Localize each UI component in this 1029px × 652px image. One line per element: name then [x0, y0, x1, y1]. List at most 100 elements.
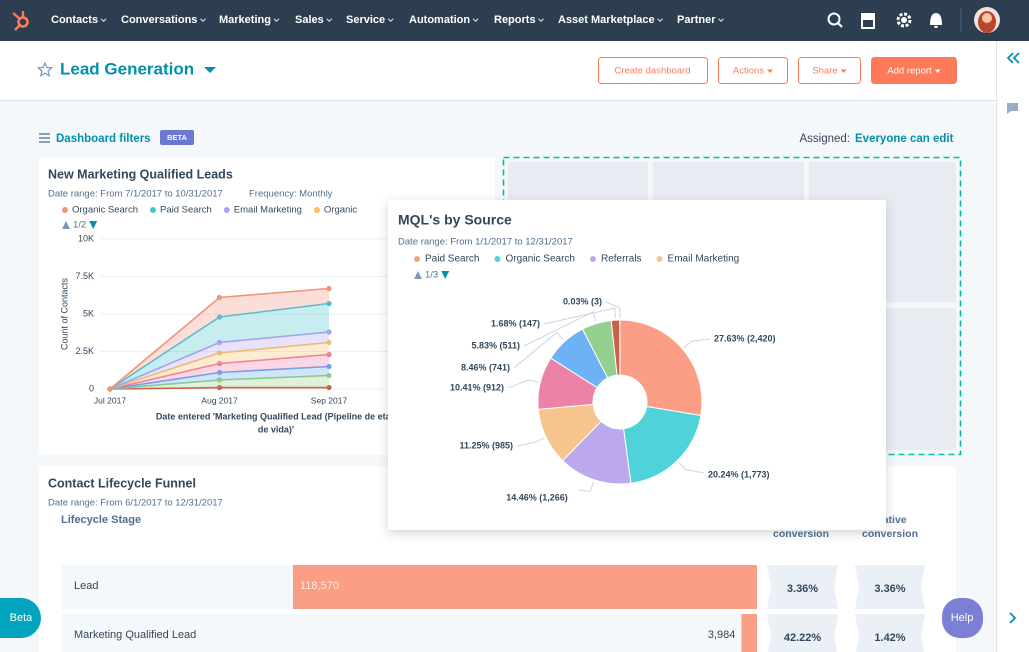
data-label: 10.41% (912) [450, 382, 504, 392]
assigned-value[interactable]: Everyone can edit [855, 133, 954, 145]
x-tick-label: Jul 2017 [94, 395, 126, 405]
legend-label: Organic Search [72, 205, 138, 216]
leader-line [577, 481, 594, 492]
title-caret[interactable] [204, 67, 216, 73]
avatar[interactable] [974, 7, 1000, 33]
help-label[interactable]: Help [951, 612, 974, 624]
header-button[interactable] [598, 57, 708, 84]
x-axis-label: Date entered 'Marketing Qualified Lead (… [156, 411, 397, 421]
area-fill [110, 366, 329, 389]
funnel-bar [741, 614, 757, 652]
chat-icon[interactable] [1007, 103, 1018, 114]
search-glass [827, 12, 841, 26]
logo-spoke [12, 12, 21, 20]
data-label: 11.25% (985) [459, 440, 513, 450]
y-tick-label: 0 [89, 383, 94, 393]
marketplace-roof [861, 13, 875, 18]
legend-dot [494, 256, 501, 262]
conversion-cell [767, 614, 838, 652]
data-point [326, 372, 332, 379]
logo[interactable] [12, 11, 29, 31]
header-button-label[interactable]: Create dashboard [614, 66, 690, 77]
legend-dot [62, 207, 68, 213]
sidebar [996, 41, 1029, 652]
marketplace-icon[interactable] [861, 13, 875, 29]
leader-line [605, 301, 621, 319]
dashboard-title[interactable]: Lead Generation [60, 59, 194, 78]
nav-item[interactable]: Conversations [121, 14, 197, 26]
nav-item[interactable]: Asset Marketplace [558, 14, 655, 26]
column-header: Lifecycle Stage [61, 514, 141, 526]
caret [100, 18, 107, 23]
header-button-label[interactable]: Add report [887, 66, 932, 77]
header-button[interactable] [718, 57, 788, 84]
legend-dot [223, 207, 230, 213]
beta-label[interactable]: Beta [10, 612, 34, 624]
nav-item[interactable]: Automation [409, 14, 470, 26]
data-point [326, 300, 332, 307]
caret [538, 18, 544, 23]
data-label: 5.83% (511) [471, 340, 520, 350]
notifications-icon[interactable] [930, 13, 942, 28]
caret [718, 18, 724, 23]
expand-icon[interactable] [1009, 612, 1017, 624]
nav-item[interactable]: Reports [494, 14, 536, 26]
data-label: 0.03% (3) [563, 296, 602, 306]
y-tick-label: 7.5K [75, 271, 94, 281]
header-button-label[interactable]: Actions [733, 66, 764, 77]
beta-button[interactable] [0, 598, 41, 638]
frequency: Frequency: Monthly [249, 189, 333, 200]
caret [767, 69, 774, 73]
pager-prev[interactable] [62, 221, 70, 229]
nav-item[interactable]: Service [346, 14, 385, 26]
area-fill [110, 342, 329, 389]
help-button[interactable] [942, 598, 983, 638]
settings-icon[interactable] [896, 12, 912, 28]
header-button[interactable] [798, 57, 861, 84]
data-point [216, 294, 223, 301]
caret [472, 18, 479, 23]
data-label: 1.68% (147) [491, 318, 540, 328]
data-point [216, 339, 223, 346]
legend-label: Referrals [601, 254, 642, 265]
collapse-icon[interactable] [1006, 52, 1020, 64]
nav-bar [0, 0, 1029, 41]
pager-next[interactable] [89, 221, 98, 229]
nav-item[interactable]: Marketing [219, 14, 271, 26]
nav-item[interactable]: Contacts [51, 14, 98, 26]
data-point [326, 363, 332, 370]
stage-label: Lead [74, 580, 98, 592]
header-button[interactable] [871, 57, 957, 84]
search-icon[interactable] [827, 12, 843, 28]
legend-label: Paid Search [160, 205, 212, 216]
beta-badge [160, 130, 194, 145]
legend-label: Organic [324, 205, 358, 216]
count-label: 118,570 [300, 580, 339, 592]
filters-link[interactable]: Dashboard filters [56, 133, 151, 145]
data-label: 20.24% (1,773) [708, 469, 770, 479]
nav-item[interactable]: Sales [295, 14, 324, 26]
pager-prev[interactable] [414, 271, 422, 279]
pie-chart: MQL's by Source Date range: From 1/1/2017… [398, 212, 776, 503]
chart-title: MQL's by Source [398, 212, 512, 228]
data-label: 27.63% (2,420) [714, 333, 776, 343]
legend-label: Organic Search [505, 254, 574, 265]
data-point [216, 350, 223, 356]
funnel-title: Contact Lifecycle Funnel [48, 476, 196, 490]
conversion-value: 3.36% [787, 583, 818, 595]
header-button-label[interactable]: Share [812, 66, 837, 77]
data-point [326, 351, 332, 358]
pager-next[interactable] [441, 271, 450, 279]
nav-item[interactable]: Partner [677, 14, 716, 26]
chart-title: New Marketing Qualified Leads [48, 167, 233, 181]
funnel-bar [293, 565, 757, 609]
x-tick-label: Sep 2017 [311, 395, 348, 405]
favorite-star[interactable] [36, 61, 54, 77]
top-layer: Contacts Conversations Marketing Sales Servi… [10, 14, 974, 624]
data-label: 8.46% (741) [461, 362, 510, 372]
avatar-face [982, 13, 992, 23]
legend-dot [589, 256, 596, 262]
leader-line [683, 338, 711, 349]
data-point [107, 386, 113, 392]
